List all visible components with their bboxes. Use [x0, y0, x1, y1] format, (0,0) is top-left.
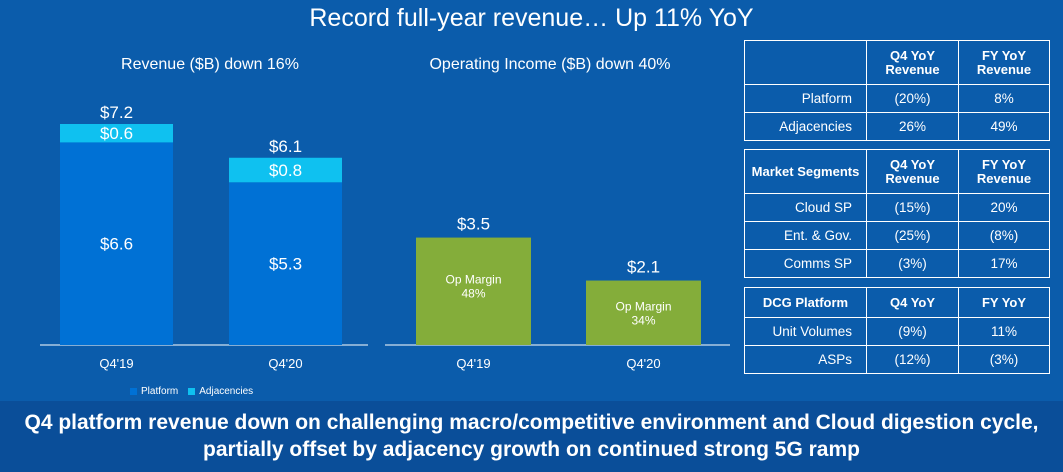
table-cell: (25%)	[866, 221, 959, 250]
x-tick-label: Q4'20	[626, 356, 660, 371]
platform-adjacencies-table: Q4 YoY Revenue FY YoY Revenue Platform (…	[744, 40, 1050, 141]
table-cell: Unit Volumes	[744, 317, 867, 346]
table-cell: (3%)	[958, 345, 1050, 374]
table-header: FY YoY Revenue	[958, 149, 1050, 194]
x-tick-label: Q4'19	[99, 356, 133, 371]
op-margin-label: Op Margin	[445, 273, 501, 287]
footer-banner: Q4 platform revenue down on challenging …	[0, 401, 1063, 472]
op-margin-label: Op Margin	[615, 300, 671, 314]
legend-label-adjacencies: Adjacencies	[199, 386, 254, 397]
table-header: DCG Platform	[744, 287, 867, 318]
table-cell: (12%)	[866, 345, 959, 374]
table-header: Q4 YoY Revenue	[866, 40, 959, 85]
bar-label-platform: $5.3	[269, 255, 302, 274]
table-cell: (20%)	[866, 84, 959, 113]
table-header: Market Segments	[744, 149, 867, 194]
bar-label-adjacencies: $0.8	[269, 161, 302, 180]
table-cell: Ent. & Gov.	[744, 221, 867, 250]
bar-total-label: $7.2	[100, 103, 133, 122]
table-cell: Platform	[744, 84, 867, 113]
table-cell: 20%	[958, 193, 1050, 222]
bar-total-label: $6.1	[269, 137, 302, 156]
bar-label-platform: $6.6	[100, 235, 133, 254]
bar-adjacencies	[229, 157, 342, 183]
table-cell: 11%	[958, 317, 1050, 346]
table-cell: 8%	[958, 84, 1050, 113]
bar-platform	[60, 142, 173, 345]
bar-operating-income	[416, 237, 531, 345]
legend-label-platform: Platform	[141, 386, 179, 397]
table-header: FY YoY Revenue	[958, 40, 1050, 85]
table-cell: (9%)	[866, 317, 959, 346]
table-header	[744, 40, 867, 85]
bar-platform	[229, 182, 342, 345]
x-tick-label: Q4'20	[268, 356, 302, 371]
footer-line-1: Q4 platform revenue down on challenging …	[24, 411, 1039, 434]
table-cell: Cloud SP	[744, 193, 867, 222]
bar-label-adjacencies: $0.6	[100, 124, 133, 143]
legend-swatch-adjacencies	[188, 388, 196, 395]
x-tick-label: Q4'19	[456, 356, 490, 371]
bar-adjacencies	[60, 124, 173, 143]
revenue-chart-title: Revenue ($B) down 16%	[121, 56, 299, 73]
table-cell: (15%)	[866, 193, 959, 222]
bar-operating-income	[586, 280, 701, 345]
revenue-legend: Platform Adjacencies	[130, 386, 253, 397]
market-segments-table: Market Segments Q4 YoY Revenue FY YoY Re…	[744, 149, 1050, 278]
table-cell: (3%)	[866, 249, 959, 278]
dcg-platform-table: DCG Platform Q4 YoY FY YoY Unit Volumes …	[744, 287, 1050, 374]
legend-swatch-platform	[130, 388, 137, 395]
table-cell: 49%	[958, 112, 1050, 141]
table-header: Q4 YoY Revenue	[866, 149, 959, 194]
opincome-chart-title: Operating Income ($B) down 40%	[429, 56, 671, 73]
table-header: Q4 YoY	[866, 287, 959, 318]
table-cell: (8%)	[958, 221, 1050, 250]
op-margin-value: 34%	[631, 314, 655, 328]
table-cell: Comms SP	[744, 249, 867, 278]
bar-value-label: $2.1	[627, 258, 660, 277]
table-header: FY YoY	[958, 287, 1050, 318]
table-cell: ASPs	[744, 345, 867, 374]
bar-value-label: $3.5	[457, 215, 490, 234]
revenue-chart: $6.6 $0.6 $7.2 Q4'19 $5.3 $0.8 $6.1 Q4'20	[40, 103, 368, 371]
op-margin-value: 48%	[461, 287, 485, 301]
table-cell: 26%	[866, 112, 959, 141]
footer-line-2: partially offset by adjacency growth on …	[203, 438, 860, 461]
slide-title: Record full-year revenue… Up 11% YoY	[309, 4, 754, 32]
table-cell: 17%	[958, 249, 1050, 278]
table-cell: Adjacencies	[744, 112, 867, 141]
